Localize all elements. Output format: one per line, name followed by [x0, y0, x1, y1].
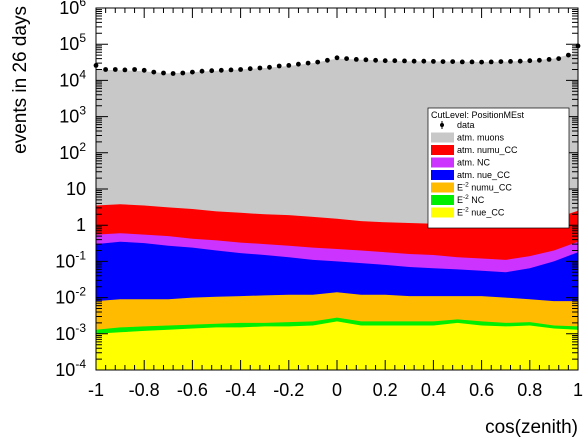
x-tick-label: -0.6: [177, 380, 208, 400]
data-point: [141, 67, 147, 73]
data-point: [170, 71, 176, 76]
legend-label: E-2 nue_CC: [457, 207, 505, 218]
data-point: [517, 58, 523, 64]
y-tick-label: 102: [59, 140, 86, 163]
data-point: [305, 60, 311, 66]
data-point: [546, 57, 552, 62]
data-point: [238, 67, 244, 72]
legend-swatch: [431, 182, 454, 193]
legend-label: atm. NC: [457, 158, 491, 168]
data-point: [421, 58, 427, 64]
data-point: [190, 69, 195, 75]
data-point: [151, 69, 157, 75]
legend-label: atm. muons: [457, 133, 505, 143]
data-point: [247, 66, 253, 72]
data-point: [479, 59, 484, 65]
x-tick-labels: -1 -0.8 -0.6 -0.4 -0.2 0 0.2 0.4 0.6 0.8 1: [88, 380, 583, 400]
data-point: [353, 57, 359, 62]
legend: CutLevel: PositionMEst data atm. muons atm…: [427, 107, 570, 229]
legend-swatch: [431, 195, 454, 205]
x-axis-title: cos(zenith): [485, 417, 578, 438]
stack-area-7: [96, 321, 578, 370]
data-point: [498, 59, 504, 64]
y-tick-labels: 10-4 10-3 10-2 10-1 1 10 102 103 104 105 106: [55, 0, 86, 380]
x-tick-label: -0.2: [273, 380, 304, 400]
data-point: [382, 58, 388, 64]
data-point: [402, 58, 407, 64]
x-tick-label: 0.2: [373, 380, 398, 400]
legend-label: atm. numu_CC: [457, 145, 518, 155]
legend-label: E-2 NC: [457, 194, 485, 205]
data-point: [373, 57, 378, 63]
data-point: [527, 58, 533, 64]
legend-title: CutLevel: PositionMEst: [431, 110, 525, 120]
x-tick-label: 0.4: [421, 380, 446, 400]
legend-swatch: [431, 145, 454, 155]
y-tick-label: 10-3: [55, 321, 86, 344]
data-point: [296, 61, 301, 67]
legend-label: atm. nue_CC: [457, 170, 511, 180]
y-tick-label: 1: [76, 215, 86, 235]
data-point: [228, 67, 234, 73]
y-axis-title: events in 26 days: [10, 6, 31, 154]
data-point: [257, 65, 263, 71]
data-point: [537, 57, 542, 63]
data-point: [180, 70, 186, 76]
y-tick-label: 10-4: [55, 357, 86, 380]
x-tick-label: -0.4: [225, 380, 256, 400]
data-point: [334, 55, 340, 61]
data-point: [122, 67, 128, 73]
y-tick-label: 10-2: [55, 285, 86, 308]
x-tick-label: -1: [88, 380, 104, 400]
data-point: [392, 58, 398, 64]
data-point: [508, 59, 513, 64]
data-point: [132, 67, 138, 72]
legend-swatch: [431, 132, 454, 143]
data-point: [411, 58, 417, 64]
x-tick-label: -0.8: [129, 380, 160, 400]
data-point: [488, 59, 494, 65]
y-tick-label: 103: [59, 104, 86, 127]
data-point: [218, 67, 224, 73]
data-point: [286, 63, 292, 68]
legend-label: data: [457, 120, 475, 130]
data-point: [209, 68, 215, 74]
data-point: [199, 68, 205, 74]
data-point: [566, 52, 571, 58]
data-point: [276, 63, 282, 69]
data-point: [556, 56, 562, 61]
data-point: [103, 67, 108, 72]
legend-label: E-2 numu_CC: [457, 182, 512, 193]
tick-marks: [95, 7, 579, 371]
data-point: [469, 59, 475, 65]
y-tick-label: 104: [59, 67, 86, 90]
legend-swatch: [431, 157, 454, 168]
legend-swatch: [431, 170, 454, 180]
x-tick-label: 0: [332, 380, 342, 400]
data-point: [440, 59, 446, 64]
data-point: [450, 59, 456, 64]
y-tick-label: 10-1: [55, 248, 86, 271]
axis-ticks: [95, 7, 579, 371]
data-point: [325, 57, 330, 63]
data-point: [161, 70, 166, 76]
data-point: [459, 59, 465, 65]
legend-swatch: [431, 207, 454, 218]
x-tick-label: 1: [573, 380, 583, 400]
y-tick-label: 105: [59, 31, 86, 54]
data-point: [112, 67, 118, 72]
x-tick-label: 0.8: [517, 380, 542, 400]
data-point: [315, 59, 321, 65]
data-point: [267, 64, 272, 70]
y-tick-label: 106: [59, 0, 86, 18]
data-point: [363, 57, 369, 63]
y-tick-label: 10: [66, 179, 86, 199]
data-points: [93, 43, 581, 76]
data-point: [431, 59, 436, 64]
data-point: [344, 56, 349, 61]
x-tick-label: 0.6: [469, 380, 494, 400]
